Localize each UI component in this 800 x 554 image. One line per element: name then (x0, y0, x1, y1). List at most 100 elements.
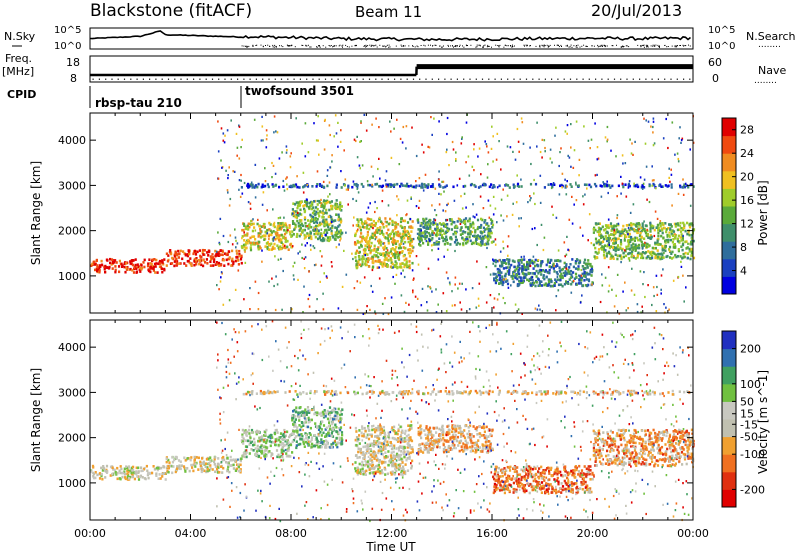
y-tick-label: 4000 (58, 134, 86, 147)
scatter-cell (355, 199, 358, 202)
echo-cell (657, 243, 660, 246)
echo-cell (394, 260, 397, 263)
echo-cell (264, 245, 267, 248)
echo-cell (335, 204, 338, 207)
echo-cell (407, 240, 410, 244)
nave-point (136, 78, 138, 80)
echo-cell (593, 182, 597, 186)
echo-cell (251, 235, 254, 238)
echo-cell (100, 263, 103, 267)
echo-cell (636, 246, 639, 250)
echo-cell (257, 245, 260, 248)
scatter-cell (234, 228, 236, 231)
scatter-cell (429, 233, 431, 236)
echo-cell (365, 236, 368, 239)
echo-cell (499, 281, 503, 284)
scatter-cell (296, 211, 299, 214)
echo-cell (335, 426, 338, 429)
echo-cell (479, 185, 482, 188)
echo-cell (613, 239, 616, 242)
echo-cell (433, 218, 436, 221)
echo-cell (617, 184, 620, 188)
echo-cell (596, 230, 599, 234)
echo-cell (244, 227, 247, 230)
nsearch-point (255, 45, 257, 46)
echo-cell (424, 234, 427, 238)
scatter-cell (322, 308, 325, 311)
scatter-cell (438, 192, 440, 195)
echo-cell (612, 242, 615, 245)
scatter-cell (466, 237, 469, 241)
scatter-cell (537, 259, 540, 262)
echo-cell (642, 243, 645, 246)
scatter-cell (241, 138, 243, 141)
nsearch-point (622, 45, 624, 47)
echo-cell (308, 443, 311, 447)
scatter-cell (315, 139, 318, 142)
nsearch-point (330, 45, 332, 46)
echo-cell (602, 237, 606, 241)
scatter-cell (396, 214, 398, 217)
echo-cell (321, 420, 324, 423)
scatter-cell (533, 178, 535, 182)
echo-cell (651, 246, 654, 250)
scatter-cell (608, 243, 610, 246)
echo-cell (370, 249, 373, 252)
nsearch-point (561, 46, 562, 47)
echo-cell (421, 231, 424, 235)
echo-cell (500, 271, 503, 274)
scatter-cell (383, 235, 385, 238)
echo-cell (550, 279, 553, 283)
scatter-cell (557, 289, 560, 292)
echo-cell (308, 226, 311, 229)
scatter-cell (520, 117, 523, 120)
echo-cell (276, 225, 279, 228)
echo-cell (123, 262, 126, 266)
scatter-cell (415, 180, 417, 183)
echo-cell (209, 456, 212, 459)
echo-cell (165, 457, 168, 460)
echo-cell (511, 259, 514, 263)
echo-cell (386, 264, 389, 267)
echo-cell (329, 238, 332, 241)
echo-cell (120, 467, 123, 471)
echo-cell (294, 225, 297, 229)
echo-cell (486, 222, 489, 225)
nave-point (268, 78, 270, 80)
nsearch-point (558, 46, 560, 48)
echo-cell (282, 246, 285, 249)
echo-cell (518, 272, 521, 276)
echo-cell (407, 232, 410, 236)
echo-cell (418, 230, 421, 233)
nave-dots (92, 78, 691, 80)
echo-cell (513, 185, 516, 188)
echo-cell (556, 278, 559, 281)
echo-cell (287, 449, 290, 452)
nsearch-point (677, 45, 678, 47)
echo-cell (646, 242, 649, 246)
echo-cell (170, 464, 173, 468)
echo-cell (266, 245, 269, 249)
scatter-cell (587, 239, 589, 242)
echo-cell (574, 267, 578, 270)
echo-cell (354, 252, 357, 255)
echo-cell (213, 258, 216, 261)
scatter-cell (653, 234, 656, 238)
echo-cell (438, 237, 441, 240)
echo-cell (92, 466, 95, 469)
nave-point (456, 78, 458, 80)
echo-cell (605, 224, 608, 227)
scatter-cell (588, 213, 591, 216)
echo-cell (277, 453, 280, 457)
echo-cell (660, 185, 663, 188)
echo-cell (588, 183, 591, 187)
scatter-cell (273, 115, 276, 118)
echo-cell (152, 267, 155, 270)
echo-cell (254, 430, 257, 434)
scatter-cell (677, 275, 680, 279)
echo-cell (373, 253, 376, 257)
echo-cell (519, 258, 522, 262)
echo-cell (517, 185, 521, 188)
scatter-cell (247, 201, 250, 204)
echo-cell (402, 254, 405, 258)
